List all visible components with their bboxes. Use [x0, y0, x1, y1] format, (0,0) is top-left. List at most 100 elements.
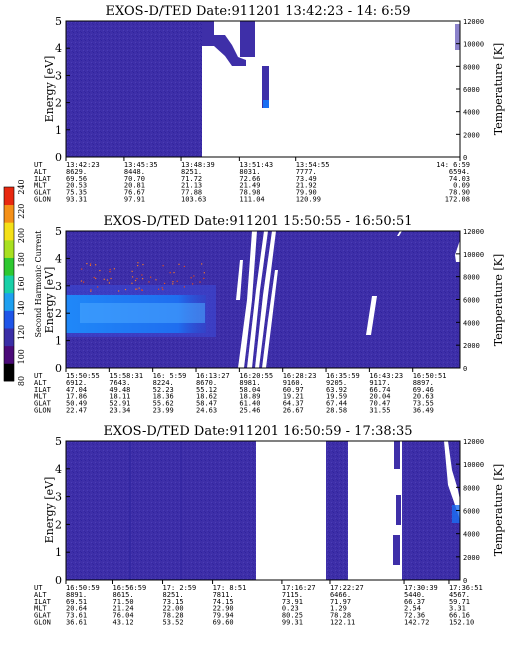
panel-3-streak-1	[129, 441, 131, 580]
orbit-cell: 74.15	[213, 598, 234, 606]
orbit-cell: 73.15	[163, 598, 184, 606]
orbit-cell: 22.47	[66, 407, 87, 415]
energy-tick-label: 4	[55, 252, 62, 265]
energy-tick-label: 0	[55, 151, 62, 164]
orbit-cell: 18.36	[153, 393, 174, 401]
panel-2-gap-d	[262, 270, 278, 368]
high-current-point	[113, 268, 115, 270]
energy-tick-label: 3	[55, 69, 62, 82]
high-current-point	[183, 265, 186, 268]
high-current-point	[173, 271, 175, 274]
orbit-cell: 55.12	[196, 386, 217, 394]
high-current-point	[172, 283, 174, 285]
orbit-cell: 16:35:59	[326, 372, 360, 380]
orbit-cell: 7643.	[109, 379, 130, 387]
colorbar-swatch	[4, 275, 14, 294]
orbit-cell: 142.72	[404, 619, 429, 627]
orbit-cell: 49.48	[109, 386, 130, 394]
high-current-point	[136, 278, 138, 280]
colorbar-swatch	[4, 328, 14, 347]
high-current-point	[138, 287, 140, 289]
orbit-cell: 76.04	[112, 612, 133, 620]
orbit-cell: 13:45:35	[124, 161, 158, 169]
colorbar-swatch	[4, 292, 14, 311]
panel-2-gap-f	[397, 231, 402, 236]
orbit-cell: 64.37	[283, 400, 304, 408]
orbit-cell: 93.31	[66, 196, 87, 204]
high-current-point	[203, 272, 205, 274]
colorbar-tick-label: 180	[17, 252, 26, 267]
high-current-point	[86, 262, 88, 265]
orbit-cell: 63.92	[326, 386, 347, 394]
high-current-point	[203, 277, 205, 280]
temperature-tick-label: 2000	[463, 131, 480, 139]
colorbar-tick-label: 160	[17, 276, 26, 291]
temperature-tick-label: 8000	[463, 274, 480, 282]
orbit-cell: 120.99	[296, 196, 321, 204]
high-current-point	[99, 269, 101, 272]
high-current-point	[190, 277, 192, 279]
temperature-tick-label: 0	[463, 154, 467, 162]
orbit-cell: 52.91	[109, 400, 130, 408]
orbit-cell: 59.71	[449, 598, 470, 606]
orbit-cell: 8251.	[181, 168, 202, 176]
high-current-point	[178, 263, 180, 265]
high-current-point	[158, 288, 160, 290]
high-current-point	[137, 262, 139, 264]
orbit-cell: 103.63	[181, 196, 206, 204]
panel-3-title: EXOS-D/TED Date:911201 16:50:59 - 17:38:…	[103, 424, 412, 439]
panel-2-temperature-ticks: 0 2000 4000 6000 8000 10000 12000	[456, 228, 484, 373]
orbit-cell: 69.56	[66, 175, 87, 183]
energy-tick-label: 1	[55, 124, 62, 137]
orbit-cell: 13:48:39	[181, 161, 215, 169]
orbit-cell: 72.66	[239, 175, 260, 183]
orbit-cell: 70.47	[369, 400, 390, 408]
panel-3-gap-1	[256, 441, 326, 580]
high-current-point	[183, 286, 186, 288]
orbit-cell: 16:50:51	[413, 372, 447, 380]
temperature-tick-label: 2000	[463, 554, 480, 562]
orbit-cell: 58.47	[196, 400, 217, 408]
orbit-cell: 8670.	[196, 379, 217, 387]
energy-tick-label: 3	[55, 491, 62, 504]
orbit-row-label: ILAT	[34, 175, 52, 183]
panel-1-title: EXOS-D/TED Date:911201 13:42:23 - 14: 6:…	[106, 4, 411, 19]
high-current-point	[90, 290, 92, 292]
high-current-point	[193, 275, 195, 277]
orbit-cell: 69.46	[413, 386, 434, 394]
energy-tick-label: 1	[55, 335, 62, 348]
orbit-cell: 53.52	[163, 619, 184, 627]
orbit-cell: 16:56:59	[112, 584, 146, 592]
orbit-cell: 71.72	[181, 175, 202, 183]
orbit-cell: 0.09	[453, 182, 470, 190]
orbit-row-label: GLAT	[34, 189, 52, 197]
orbit-cell: 17: 8:51	[213, 584, 247, 592]
orbit-cell: 1.29	[330, 605, 347, 613]
orbit-cell: 111.04	[239, 196, 264, 204]
orbit-cell: 16:43:23	[369, 372, 403, 380]
orbit-cell: 50.49	[66, 400, 87, 408]
high-current-point	[106, 279, 109, 281]
orbit-cell: 20.64	[66, 605, 87, 613]
panel-1: EXOS-D/TED Date:911201 13:42:23 - 14: 6:…	[34, 4, 505, 204]
orbit-cell: 79.90	[296, 189, 317, 197]
orbit-cell: 78.28	[330, 612, 351, 620]
high-current-point	[199, 281, 201, 283]
colorbar: 80 100 120 140 160 180 200 220 240 Second Harmon…	[3, 179, 43, 386]
high-current-point	[109, 271, 111, 273]
temperature-tick-label: 8000	[463, 484, 480, 492]
high-current-point	[141, 274, 143, 276]
orbit-cell: 8615.	[112, 591, 133, 599]
orbit-cell: 17:30:39	[404, 584, 438, 592]
orbit-cell: 6466.	[330, 591, 351, 599]
panel-1-flux-region	[202, 21, 246, 66]
orbit-row-label: UT	[34, 584, 43, 592]
panel-1-temperature-label: Temperature [K]	[492, 43, 505, 135]
orbit-cell: 97.91	[124, 196, 145, 204]
panel-2-sparse-points	[80, 262, 205, 292]
panel-2-title: EXOS-D/TED Date:911201 15:50:55 - 16:50:…	[103, 214, 412, 229]
orbit-row-label: GLAT	[34, 400, 52, 408]
temperature-tick-label: 0	[463, 577, 467, 585]
orbit-cell: 19.59	[326, 393, 347, 401]
colorbar-swatch	[4, 222, 14, 241]
